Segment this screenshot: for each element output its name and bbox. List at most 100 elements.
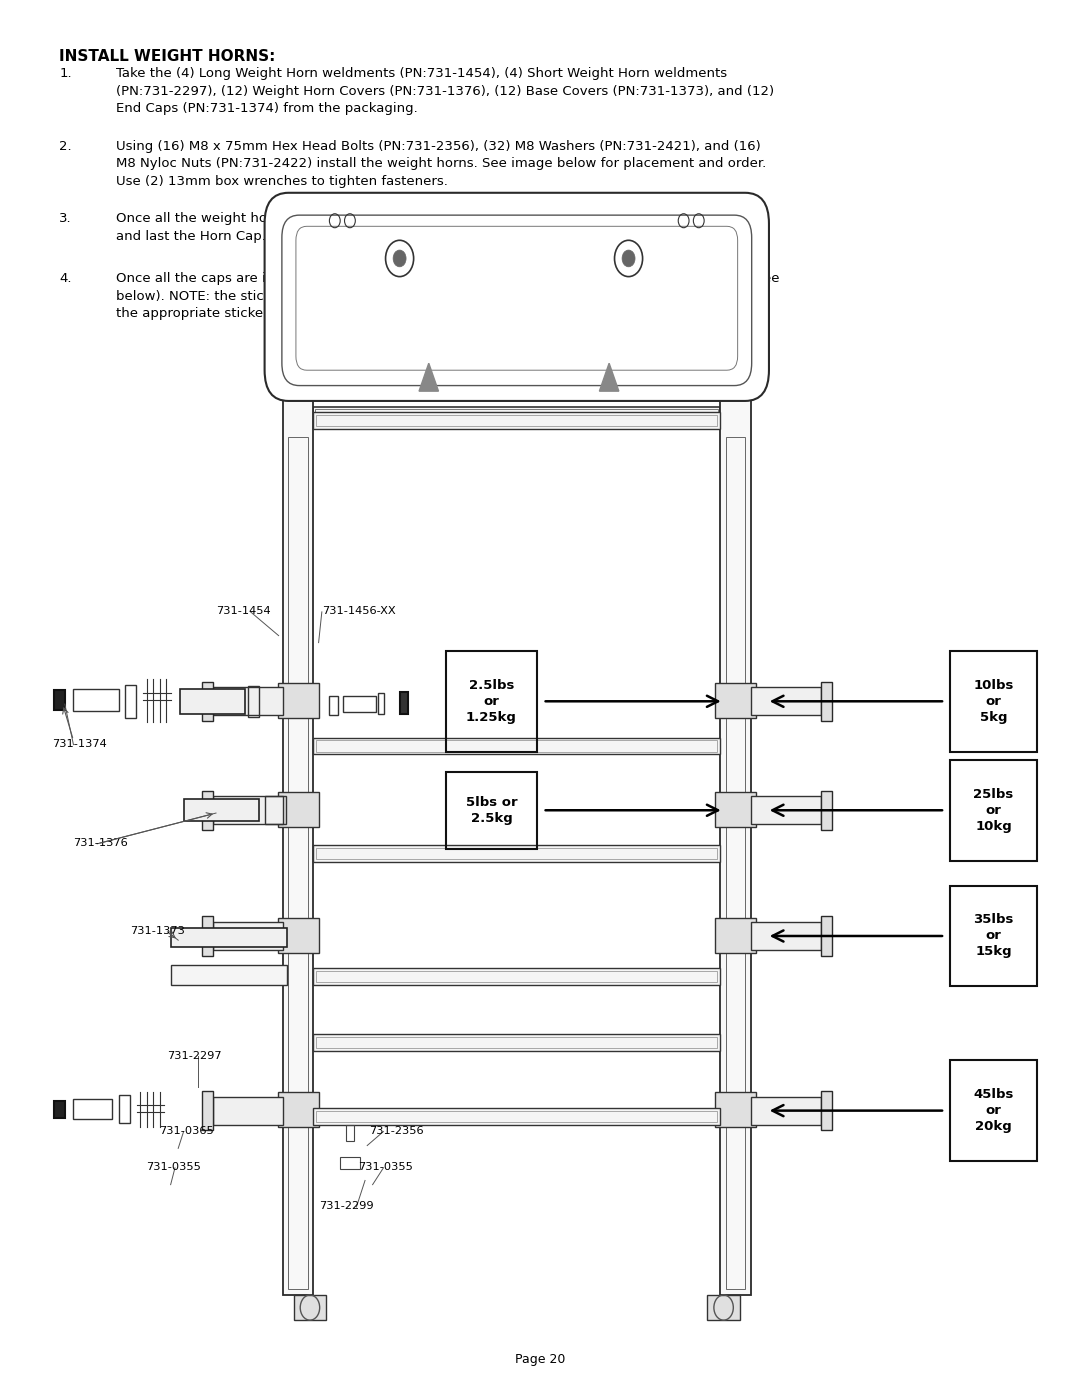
Bar [213, 922, 283, 950]
Bar [313, 968, 720, 985]
Bar [715, 918, 756, 953]
Bar [213, 796, 283, 824]
Text: 731-2356: 731-2356 [369, 1126, 424, 1136]
Bar [248, 686, 259, 717]
Bar [313, 845, 720, 862]
Bar [202, 791, 213, 830]
Text: 731-1454: 731-1454 [216, 606, 271, 616]
Circle shape [393, 250, 406, 267]
Bar [313, 312, 720, 331]
Bar [726, 437, 745, 1289]
Bar [313, 1034, 720, 1051]
Text: 35lbs
or
15kg: 35lbs or 15kg [973, 914, 1014, 958]
Bar [400, 692, 408, 714]
Bar [73, 1099, 112, 1119]
Bar [294, 1295, 326, 1320]
Bar [313, 210, 383, 235]
Bar [213, 1097, 283, 1125]
Bar [278, 683, 319, 718]
Bar [278, 1092, 319, 1127]
Bar [313, 412, 720, 429]
Bar [316, 848, 717, 859]
Bar [751, 922, 821, 950]
Bar [265, 796, 286, 824]
Bar [446, 771, 538, 849]
Text: Using (16) M8 x 75mm Hex Head Bolts (PN:731-2356), (32) M8 Washers (PN:731-2421): Using (16) M8 x 75mm Hex Head Bolts (PN:… [116, 140, 766, 187]
Bar [119, 1095, 130, 1123]
Bar [821, 916, 832, 956]
Text: 731-2297: 731-2297 [167, 1051, 222, 1060]
Text: Take the (4) Long Weight Horn weldments (PN:731-1454), (4) Short Weight Horn wel: Take the (4) Long Weight Horn weldments … [116, 67, 773, 115]
Bar [315, 409, 718, 426]
Bar [715, 792, 756, 827]
Bar [171, 928, 287, 947]
Text: 4.: 4. [59, 272, 72, 285]
Circle shape [622, 250, 635, 267]
Bar [202, 1091, 213, 1130]
Bar [346, 1125, 354, 1141]
Bar [707, 1295, 740, 1320]
Bar [283, 342, 313, 1295]
Bar [184, 799, 259, 821]
Bar [715, 1092, 756, 1127]
Text: 2.5lbs
or
1.25kg: 2.5lbs or 1.25kg [465, 679, 517, 724]
Text: 731-0355: 731-0355 [359, 1162, 414, 1172]
Bar [316, 1037, 717, 1048]
Bar [950, 651, 1037, 752]
Bar [343, 696, 376, 712]
Bar [313, 1108, 720, 1125]
Bar [54, 1101, 65, 1118]
Bar [171, 965, 287, 985]
Polygon shape [599, 363, 619, 391]
Bar [950, 886, 1037, 986]
Bar [751, 1097, 821, 1125]
Text: 3.: 3. [59, 212, 72, 225]
FancyBboxPatch shape [265, 193, 769, 401]
Bar [313, 407, 720, 429]
Text: 731-1376: 731-1376 [73, 838, 129, 848]
Bar [650, 210, 720, 235]
Text: 731-1374: 731-1374 [52, 739, 107, 749]
Polygon shape [419, 363, 438, 391]
Bar [378, 693, 384, 714]
Bar [316, 740, 717, 752]
Bar [278, 918, 319, 953]
Bar [821, 1091, 832, 1130]
Bar [54, 690, 65, 710]
Bar [340, 1157, 360, 1169]
Bar [446, 651, 538, 752]
Text: 731-1456-XX: 731-1456-XX [322, 606, 395, 616]
Bar [73, 689, 119, 711]
Bar [278, 792, 319, 827]
Bar [313, 738, 720, 754]
Bar [313, 330, 720, 349]
Text: 731-0365: 731-0365 [159, 1126, 214, 1136]
Bar [180, 689, 245, 714]
Bar [751, 687, 821, 715]
Bar [202, 916, 213, 956]
Text: 10lbs
or
5kg: 10lbs or 5kg [973, 679, 1014, 724]
Bar [316, 971, 717, 982]
Text: 2.: 2. [59, 140, 72, 152]
Text: 731-0355: 731-0355 [146, 1162, 201, 1172]
Bar [821, 791, 832, 830]
Bar [329, 696, 338, 715]
Bar [950, 760, 1037, 861]
Bar [720, 342, 751, 1295]
Text: 25lbs
or
10kg: 25lbs or 10kg [973, 788, 1014, 833]
Text: 1.: 1. [59, 67, 72, 80]
Text: Page 20: Page 20 [515, 1354, 565, 1366]
Bar [213, 687, 283, 715]
Bar [316, 1111, 717, 1122]
Bar [751, 796, 821, 824]
Bar [316, 415, 717, 426]
Text: INSTALL WEIGHT HORNS:: INSTALL WEIGHT HORNS: [59, 49, 275, 64]
Text: Once all the caps are installed take the number sticker and apply them to the ap: Once all the caps are installed take the… [116, 272, 779, 320]
Text: 45lbs
or
20kg: 45lbs or 20kg [973, 1088, 1014, 1133]
Text: Once all the weight horns are installed, slide on each side the Base Covers then: Once all the weight horns are installed,… [116, 212, 766, 243]
Bar [715, 683, 756, 718]
Text: 731-2299: 731-2299 [319, 1201, 374, 1211]
Bar [950, 1060, 1037, 1161]
Bar [202, 682, 213, 721]
Text: 5lbs or
2.5kg: 5lbs or 2.5kg [465, 796, 517, 824]
